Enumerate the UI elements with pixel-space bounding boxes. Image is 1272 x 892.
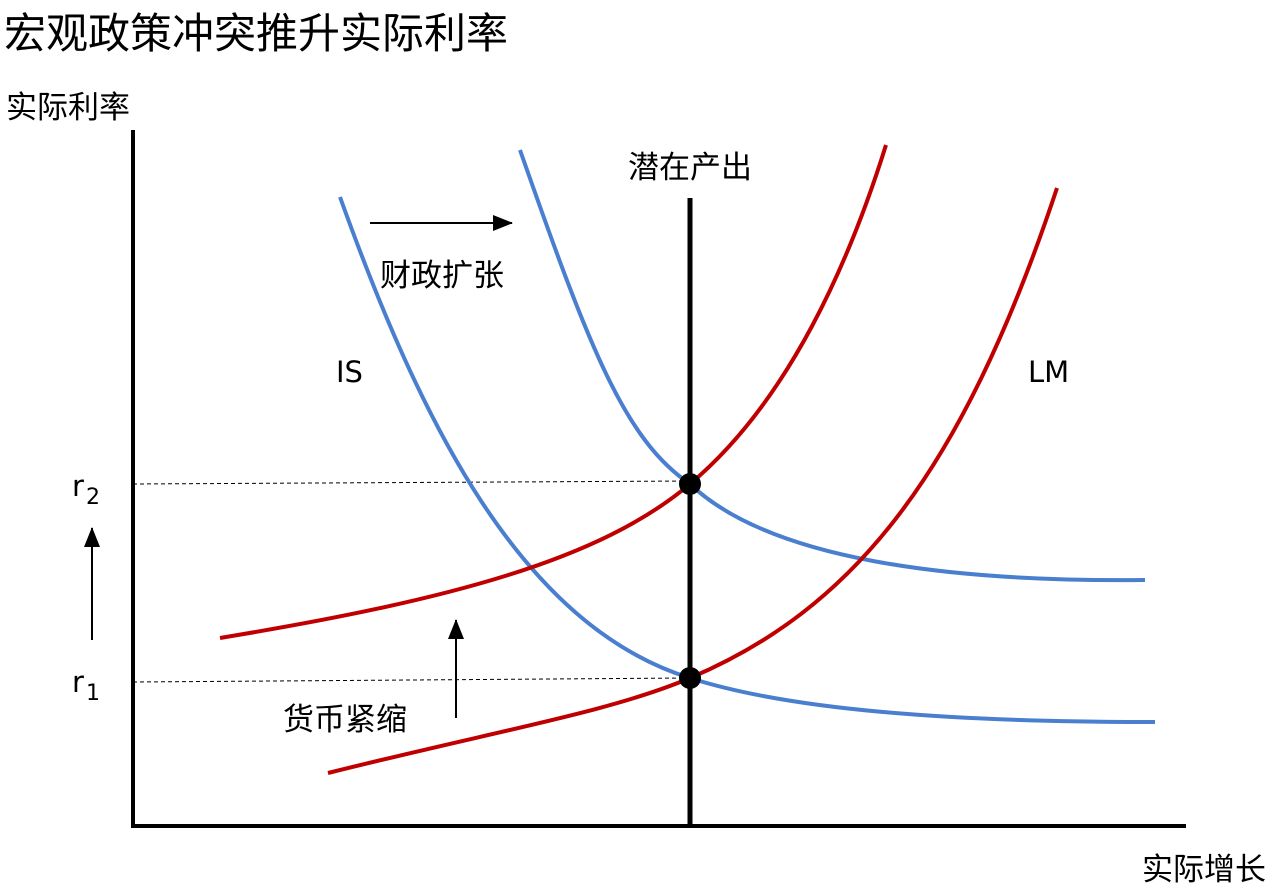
curve-label: LM xyxy=(1028,355,1069,389)
curve-label: 潜在产出 xyxy=(628,150,752,186)
rate-sub: 2 xyxy=(86,485,100,510)
r1-dashed-line xyxy=(132,677,691,683)
lm-curve-1 xyxy=(219,144,888,640)
rate-sub: 1 xyxy=(86,681,100,706)
y-axis-label: 实际利率 xyxy=(6,90,130,126)
curve-label: 货币紧缩 xyxy=(283,702,407,738)
r2-dashed-line xyxy=(132,480,691,485)
is-curve-1 xyxy=(338,196,1156,724)
title: 宏观政策冲突推升实际利率 xyxy=(4,9,508,58)
x-axis-label: 实际增长 xyxy=(1142,852,1266,888)
rate-label: r2 xyxy=(72,469,100,510)
curve-label: IS xyxy=(336,355,363,389)
equilibrium-point xyxy=(679,473,701,495)
curve-label: 财政扩张 xyxy=(380,258,504,294)
equilibrium-point xyxy=(679,667,701,689)
lm-curve-2 xyxy=(327,187,1059,775)
rate-label: r1 xyxy=(72,665,100,706)
rate-main: r xyxy=(72,665,84,699)
rate-main: r xyxy=(72,469,84,503)
